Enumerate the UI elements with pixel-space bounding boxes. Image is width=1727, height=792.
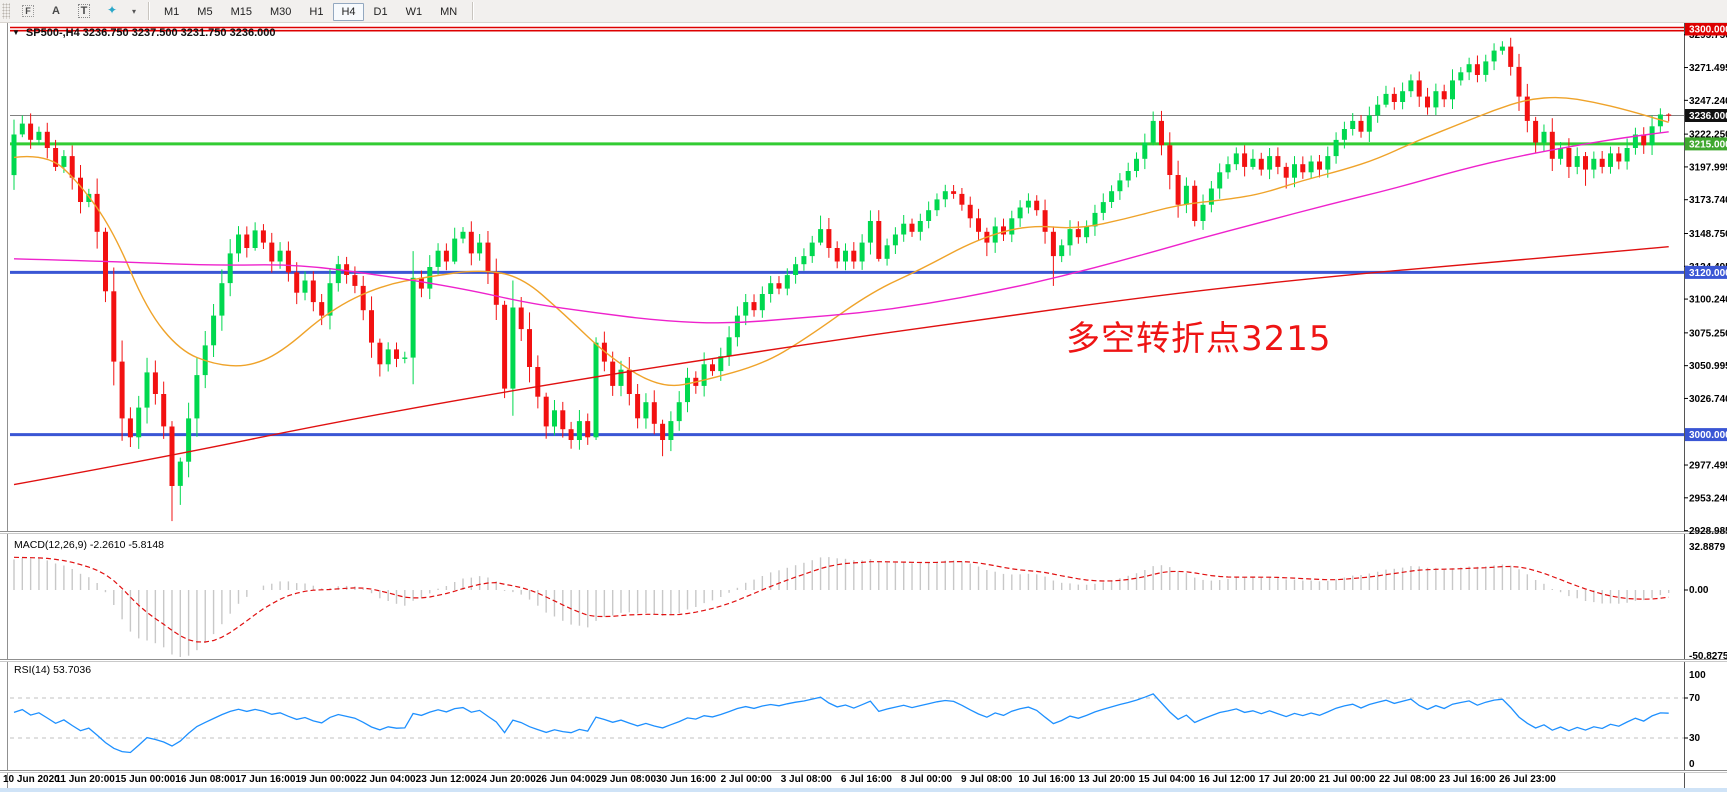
timeframe-button-m5[interactable]: M5 bbox=[197, 6, 213, 18]
timeframe-button-h1[interactable]: H1 bbox=[309, 6, 324, 18]
svg-text:3197.995: 3197.995 bbox=[1689, 162, 1727, 173]
timeframe-button-d1[interactable]: D1 bbox=[373, 6, 388, 18]
svg-text:3300.000: 3300.000 bbox=[1689, 25, 1727, 36]
candlestick-series[interactable] bbox=[11, 37, 1672, 522]
toolbar-separator bbox=[148, 2, 149, 20]
toolbar-icons: F A T ✦ ▾ bbox=[14, 0, 142, 22]
timeframe-button-m30[interactable]: M30 bbox=[269, 6, 292, 18]
rsi-line bbox=[13, 693, 1669, 754]
svg-text:30 Jun 16:00: 30 Jun 16:00 bbox=[656, 774, 716, 785]
svg-text:15 Jul 04:00: 15 Jul 04:00 bbox=[1139, 774, 1196, 785]
color-star-icon[interactable]: ✦ bbox=[106, 3, 118, 18]
chart-menu-caret-icon[interactable]: ▼ bbox=[12, 28, 20, 37]
timeframe-button-mn[interactable]: MN bbox=[440, 6, 458, 18]
svg-text:21 Jul 00:00: 21 Jul 00:00 bbox=[1319, 774, 1376, 785]
svg-text:3050.995: 3050.995 bbox=[1689, 361, 1727, 372]
svg-text:3271.495: 3271.495 bbox=[1689, 63, 1727, 74]
svg-text:2928.985: 2928.985 bbox=[1689, 526, 1727, 537]
svg-text:3075.250: 3075.250 bbox=[1689, 328, 1727, 339]
toolbar-drag-handle[interactable] bbox=[2, 3, 10, 19]
svg-text:22 Jul 08:00: 22 Jul 08:00 bbox=[1379, 774, 1436, 785]
svg-text:3148.750: 3148.750 bbox=[1689, 229, 1727, 240]
toolbar-separator-2 bbox=[472, 2, 474, 20]
svg-text:16 Jul 12:00: 16 Jul 12:00 bbox=[1199, 774, 1256, 785]
timeframe-button-m1[interactable]: M1 bbox=[164, 6, 180, 18]
svg-text:10 Jul 16:00: 10 Jul 16:00 bbox=[1018, 774, 1075, 785]
symbol-ohlc-label: SP500-,H4 3236.750 3237.500 3231.750 323… bbox=[25, 27, 276, 39]
svg-text:22 Jun 04:00: 22 Jun 04:00 bbox=[356, 774, 416, 785]
svg-text:9 Jul 08:00: 9 Jul 08:00 bbox=[961, 774, 1013, 785]
svg-text:0.00: 0.00 bbox=[1689, 585, 1709, 596]
window-frame bbox=[0, 22, 1727, 788]
toolbar: F A T ✦ ▾ M1 M5 M15 M30 H1 H4 D1 W1 MN bbox=[0, 0, 1727, 23]
svg-text:3222.250: 3222.250 bbox=[1689, 130, 1727, 141]
svg-text:16 Jun 08:00: 16 Jun 08:00 bbox=[175, 774, 235, 785]
svg-text:26 Jun 04:00: 26 Jun 04:00 bbox=[536, 774, 596, 785]
timeframe-buttons: M1 M5 M15 M30 H1 H4 D1 W1 MN bbox=[155, 2, 466, 21]
svg-text:70: 70 bbox=[1689, 693, 1701, 704]
svg-text:11 Jun 20:00: 11 Jun 20:00 bbox=[55, 774, 115, 785]
svg-text:3 Jul 08:00: 3 Jul 08:00 bbox=[781, 774, 833, 785]
tick-grid-icon[interactable]: F bbox=[16, 1, 40, 21]
svg-text:-50.8275: -50.8275 bbox=[1689, 651, 1727, 662]
boxed-t-icon[interactable]: T bbox=[72, 1, 96, 21]
svg-text:6 Jul 16:00: 6 Jul 16:00 bbox=[841, 774, 893, 785]
timeframe-button-w1[interactable]: W1 bbox=[405, 6, 423, 18]
svg-text:2953.240: 2953.240 bbox=[1689, 493, 1727, 504]
chart-annotation: 多空转折点3215 bbox=[1066, 319, 1332, 359]
svg-text:30: 30 bbox=[1689, 733, 1701, 744]
svg-text:3000.000: 3000.000 bbox=[1689, 430, 1727, 441]
svg-text:17 Jul 20:00: 17 Jul 20:00 bbox=[1259, 774, 1316, 785]
svg-text:26 Jul 23:00: 26 Jul 23:00 bbox=[1499, 774, 1556, 785]
svg-text:8 Jul 00:00: 8 Jul 00:00 bbox=[901, 774, 953, 785]
svg-text:29 Jun 08:00: 29 Jun 08:00 bbox=[596, 774, 656, 785]
svg-text:3295.750: 3295.750 bbox=[1689, 30, 1727, 41]
svg-text:10 Jun 2020: 10 Jun 2020 bbox=[3, 774, 60, 785]
svg-text:19 Jun 00:00: 19 Jun 00:00 bbox=[295, 774, 355, 785]
svg-text:23 Jun 12:00: 23 Jun 12:00 bbox=[416, 774, 476, 785]
rsi-indicator-label: RSI(14) 53.7036 bbox=[14, 664, 92, 676]
svg-text:3236.000: 3236.000 bbox=[1689, 111, 1727, 122]
macd-pane[interactable]: 32.8879 0.00 -50.8275 bbox=[13, 542, 1727, 662]
svg-text:17 Jun 16:00: 17 Jun 16:00 bbox=[235, 774, 295, 785]
svg-text:13 Jul 20:00: 13 Jul 20:00 bbox=[1078, 774, 1135, 785]
dropdown-caret-icon[interactable]: ▾ bbox=[131, 7, 136, 17]
ma-medium-line bbox=[13, 131, 1669, 324]
chart-title[interactable]: ▼ SP500-,H4 3236.750 3237.500 3231.750 32… bbox=[12, 27, 275, 39]
svg-text:0: 0 bbox=[1689, 759, 1695, 770]
ma-slow-line bbox=[13, 246, 1669, 486]
svg-text:100: 100 bbox=[1689, 670, 1706, 681]
svg-text:3100.240: 3100.240 bbox=[1689, 295, 1727, 306]
macd-indicator-label: MACD(12,26,9) -2.2610 -5.8148 bbox=[14, 539, 164, 551]
svg-text:24 Jun 20:00: 24 Jun 20:00 bbox=[476, 774, 536, 785]
svg-text:3026.740: 3026.740 bbox=[1689, 394, 1727, 405]
rsi-pane[interactable]: 100 70 30 0 bbox=[10, 670, 1706, 770]
letter-a-icon[interactable]: A bbox=[52, 5, 60, 18]
macd-signal-line bbox=[13, 556, 1669, 643]
window-bottom-edge bbox=[0, 788, 1727, 792]
timeframe-button-h4[interactable]: H4 bbox=[333, 3, 364, 21]
ma-fast-line bbox=[13, 96, 1669, 387]
svg-text:3120.000: 3120.000 bbox=[1689, 268, 1727, 279]
svg-text:15 Jun 00:00: 15 Jun 00:00 bbox=[115, 774, 175, 785]
svg-text:3247.240: 3247.240 bbox=[1689, 96, 1727, 107]
timeframe-button-m15[interactable]: M15 bbox=[230, 6, 252, 18]
svg-text:32.8879: 32.8879 bbox=[1689, 542, 1726, 553]
svg-text:3215.000: 3215.000 bbox=[1689, 139, 1727, 150]
horizontal-level-lines[interactable] bbox=[10, 26, 1684, 437]
svg-text:3173.740: 3173.740 bbox=[1689, 195, 1727, 206]
price-axis[interactable]: 3295.750 3271.495 3247.240 3222.250 3197.995… bbox=[1684, 22, 1727, 538]
svg-text:23 Jul 16:00: 23 Jul 16:00 bbox=[1439, 774, 1496, 785]
svg-text:2 Jul 00:00: 2 Jul 00:00 bbox=[721, 774, 773, 785]
svg-text:2977.495: 2977.495 bbox=[1689, 461, 1727, 472]
